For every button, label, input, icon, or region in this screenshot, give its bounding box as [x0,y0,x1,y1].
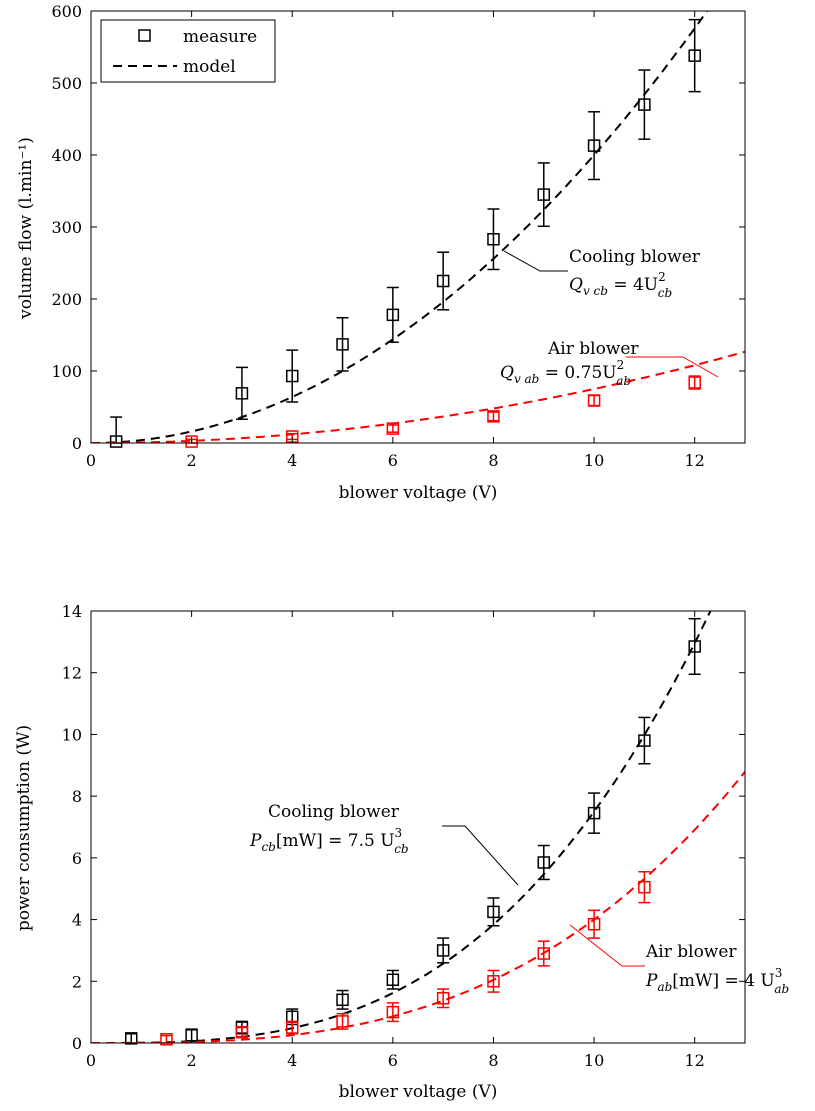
flow-cooling-data-point [109,435,123,448]
power-cooling-data-point [688,640,701,653]
cooling-annotation-formula: Qv cb = 4U2 cb [569,270,672,300]
power-x-tick-label: 10 [584,1051,604,1070]
power-consumption-y-axis-title: power consumption (W) [14,725,34,931]
flow-y-tick-label: 200 [51,290,82,309]
flow-x-tick-label: 8 [488,451,498,470]
power-air-data-point [386,1005,400,1019]
power-consumption-ticks: 0 2 4 6 8 10 12 0 2 4 6 8 10 12 14 [62,602,745,1070]
flow-cooling-data-point [587,139,601,152]
flow-cooling-data-point [235,387,249,400]
power-y-tick-label: 2 [72,972,82,991]
power-y-tick-label: 10 [62,725,82,744]
legend-measure-marker [138,29,151,42]
power-x-tick-label: 6 [388,1051,398,1070]
power-air-data-point [336,1015,349,1028]
flow-x-tick-label: 0 [86,451,96,470]
air-power-annotation-title: Air blower [645,942,737,962]
volume-flow-ticks: 0 2 4 6 8 10 12 0 100 200 300 400 500 600 [51,2,745,470]
flow-air-data-point [587,394,601,407]
power-air-data-point [587,917,601,931]
power-x-tick-label: 2 [187,1051,197,1070]
air-power-annotation-formula: Pab[mW] = 4 U3 ab [645,966,789,996]
volume-flow-x-axis-title: blower voltage (V) [339,483,498,503]
air-power-annotation-leader [569,924,645,967]
flow-y-tick-label: 600 [51,2,82,21]
power-cooling-data-point [587,806,601,820]
power-cooling-data-point [537,856,551,869]
power-y-tick-label: 8 [72,787,82,806]
flow-cooling-data-point [638,98,651,111]
legend-model-label: model [183,57,236,77]
power-y-tick-label: 0 [72,1034,82,1053]
power-y-tick-label: 12 [62,664,82,683]
power-x-tick-label: 12 [685,1051,705,1070]
cooling-power-annotation-leader [442,825,519,886]
flow-cooling-data-point [688,49,701,62]
flow-cooling-data-point [487,232,500,246]
flow-x-tick-label: 12 [685,451,705,470]
air-annotation-title: Air blower [547,339,639,359]
volume-flow-legend: measure model [100,19,276,83]
flow-x-tick-label: 2 [187,451,197,470]
cooling-annotation-leader [503,250,568,272]
air-annotation-leader [626,356,719,378]
power-consumption-axes-box [90,610,746,1044]
power-cooling-model-curve [91,611,712,1043]
power-air-data-point [537,947,551,960]
flow-air-data-point [688,376,701,389]
power-y-tick-label: 6 [72,849,82,868]
power-air-data-point [436,992,450,1005]
power-air-model-curve [91,771,745,1043]
power-y-tick-label: 4 [72,911,82,930]
power-x-tick-label: 4 [287,1051,297,1070]
power-consumption-x-axis-title: blower voltage (V) [339,1082,498,1102]
power-cooling-data-point [638,734,651,747]
flow-y-tick-label: 300 [51,218,82,237]
flow-cooling-data-point [336,338,349,351]
flow-x-tick-label: 6 [388,451,398,470]
volume-flow-chart: 0 2 4 6 8 10 12 0 100 200 300 400 500 600 blower volt… [16,2,746,503]
power-air-data-point [487,975,500,988]
flow-y-tick-label: 100 [51,362,82,381]
cooling-annotation-title: Cooling blower [569,247,701,267]
power-air-data-point [285,1021,299,1034]
volume-flow-marks [91,11,745,448]
power-consumption-marks [91,611,745,1046]
flow-cooling-data-point [537,188,551,201]
flow-x-tick-label: 10 [584,451,604,470]
flow-y-tick-label: 0 [72,434,82,453]
flow-cooling-data-point [285,369,299,383]
power-cooling-data-point [487,905,500,919]
flow-air-model-curve [91,350,745,443]
power-x-tick-label: 8 [488,1051,498,1070]
legend-measure-label: measure [183,27,257,47]
power-x-tick-label: 0 [86,1051,96,1070]
flow-cooling-model-curve [91,11,709,443]
cooling-power-annotation-formula: Pcb[mW] = 7.5 U3 cb [249,826,409,856]
power-y-tick-label: 14 [62,602,82,621]
flow-air-data-point [185,435,198,448]
volume-flow-y-axis-title: volume flow (l.min⁻¹) [16,137,36,320]
power-air-data-point [160,1033,173,1046]
power-air-data-point [638,880,651,894]
flow-x-tick-label: 4 [287,451,297,470]
flow-air-data-point [386,422,400,435]
flow-y-tick-label: 400 [51,146,82,165]
air-annotation-formula: Qv ab = 0.75U2 ab [500,358,631,388]
power-air-data-point [235,1025,249,1039]
legend-box [100,19,276,83]
power-cooling-data-point [336,993,349,1007]
cooling-power-annotation-title: Cooling blower [268,802,400,822]
power-cooling-data-point [436,944,450,957]
power-cooling-data-point [124,1032,138,1045]
flow-cooling-data-point [436,274,450,288]
flow-air-data-point [487,410,500,423]
flow-y-tick-label: 500 [51,74,82,93]
power-cooling-data-point [386,973,400,986]
flow-cooling-data-point [386,308,400,322]
